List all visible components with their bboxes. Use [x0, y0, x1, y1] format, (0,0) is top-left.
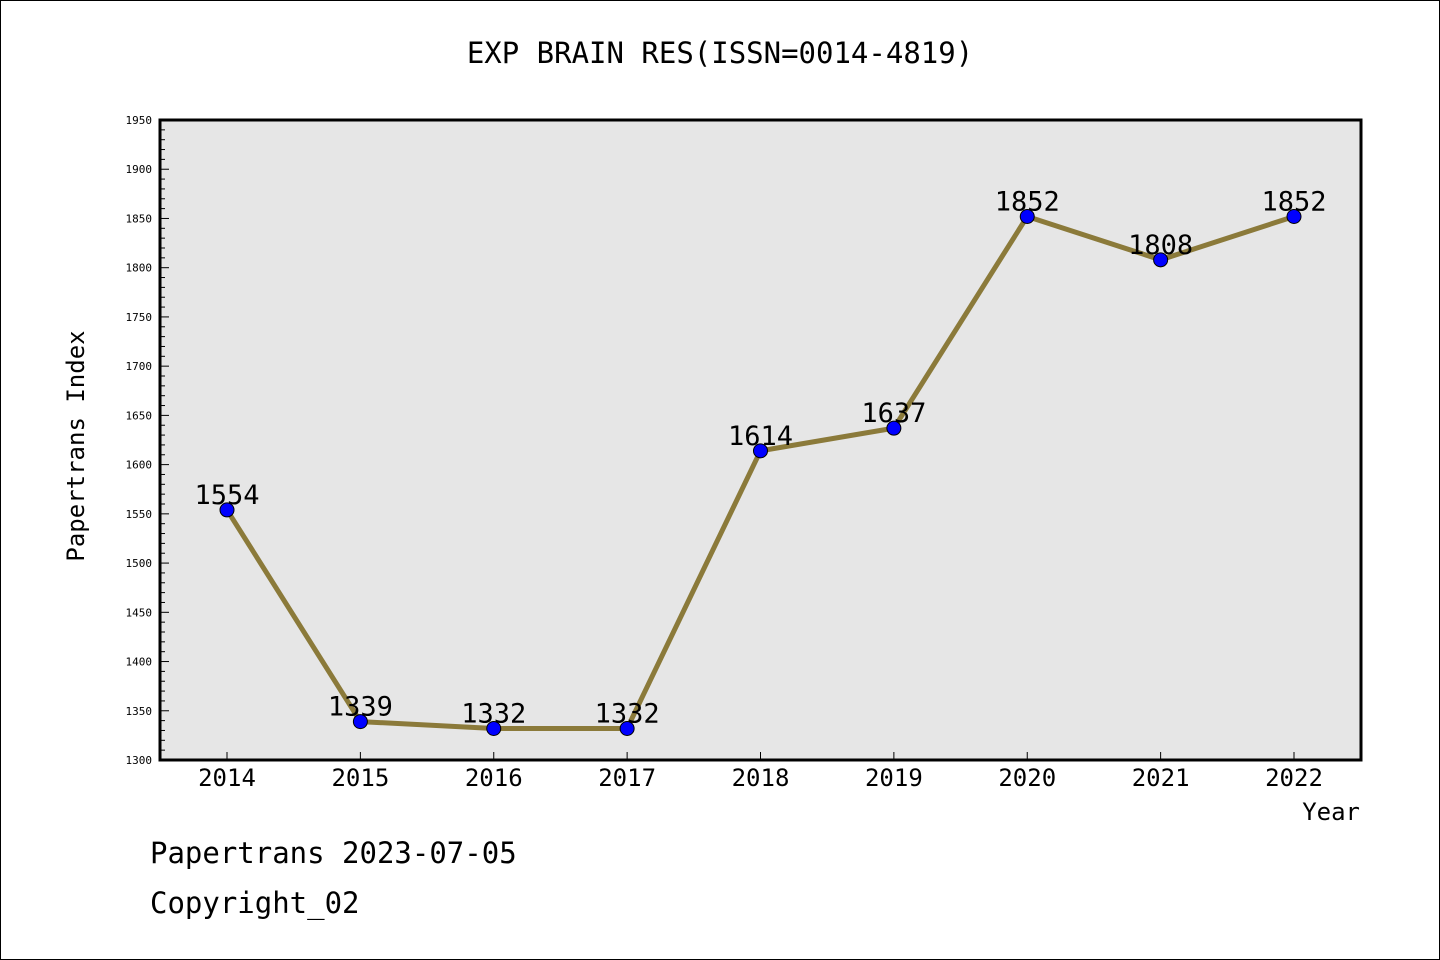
data-point	[886, 420, 902, 436]
footer-source: Papertrans 2023-07-05	[150, 836, 517, 870]
plot-border	[158, 118, 1363, 762]
y-tick-label: 1900	[126, 163, 153, 176]
data-point	[486, 720, 502, 736]
data-points	[219, 208, 1302, 736]
data-label: 1852	[995, 186, 1060, 217]
y-tick-label: 1400	[126, 656, 153, 669]
x-tick-label: 2016	[465, 764, 523, 792]
y-tick-label: 1650	[126, 409, 153, 422]
data-point	[619, 720, 635, 736]
y-tick-label: 1500	[126, 557, 153, 570]
y-tick-label: 1550	[126, 508, 153, 521]
x-tick-label: 2021	[1132, 764, 1190, 792]
y-tick-label: 1600	[126, 459, 153, 472]
y-tick-label: 1750	[126, 311, 153, 324]
data-label: 1614	[728, 421, 793, 452]
x-axis-label: Year	[1302, 798, 1360, 826]
y-tick-label: 1350	[126, 705, 153, 718]
footer-copyright: Copyright_02	[150, 886, 360, 920]
data-label: 1554	[194, 480, 259, 511]
data-label: 1332	[461, 698, 526, 729]
x-tick-label: 2015	[331, 764, 389, 792]
data-point	[1153, 252, 1169, 268]
y-axis: 1300 1350 1400 1450 1500 1550 1600 1650 1700 1750…	[126, 114, 169, 767]
data-point	[1286, 208, 1302, 224]
data-point	[753, 443, 768, 459]
x-tick-label: 2022	[1265, 764, 1323, 792]
plot-area	[160, 120, 1361, 760]
y-tick-label: 1700	[126, 360, 153, 373]
data-label: 1852	[1261, 186, 1326, 217]
data-point	[352, 714, 368, 730]
y-tick-label: 1800	[126, 262, 153, 275]
data-point	[1019, 208, 1035, 224]
x-tick-label: 2019	[865, 764, 923, 792]
y-axis-label: Papertrans Index	[62, 330, 90, 561]
y-tick-label: 1850	[126, 212, 153, 225]
data-label: 1339	[328, 692, 393, 723]
y-tick-label: 1950	[126, 114, 153, 127]
data-label: 1808	[1128, 230, 1193, 261]
data-point	[219, 502, 235, 518]
data-labels: 1554 1339 1332 1332 1614 1637 1852 1808 1852	[194, 186, 1326, 729]
y-tick-label: 1300	[126, 754, 153, 767]
x-tick-label: 2020	[998, 764, 1056, 792]
x-axis: 2014 2015 2016 2017 2018 2019 2020 2021 2022	[198, 752, 1323, 792]
x-tick-label: 2014	[198, 764, 256, 792]
y-tick-label: 1450	[126, 606, 153, 619]
data-label: 1637	[861, 398, 926, 429]
data-label: 1332	[595, 698, 660, 729]
x-tick-label: 2017	[598, 764, 656, 792]
chart-title: EXP BRAIN RES(ISSN=0014-4819)	[466, 36, 974, 70]
x-tick-label: 2018	[732, 764, 790, 792]
